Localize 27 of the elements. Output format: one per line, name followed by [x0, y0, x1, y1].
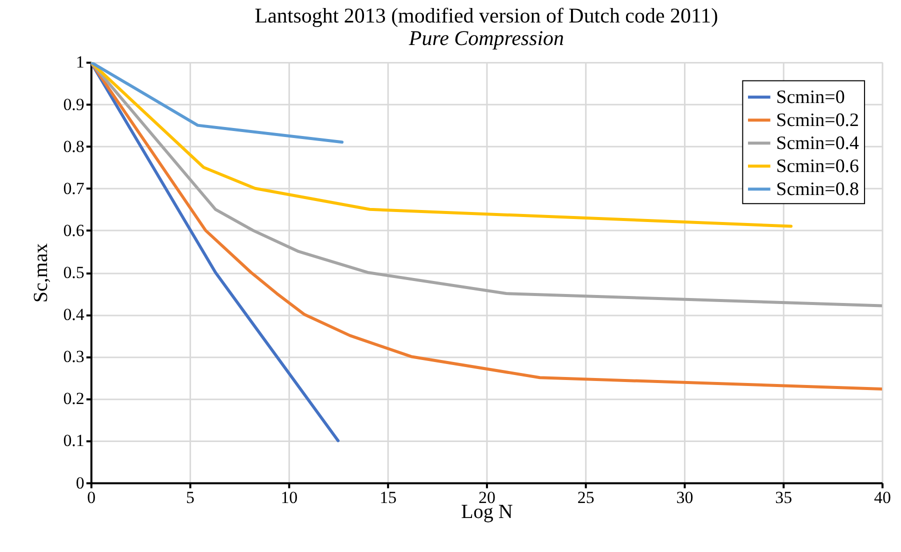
- x-tick-label: 5: [186, 488, 195, 508]
- legend-label: Scmin=0.2: [776, 110, 860, 132]
- x-tick-label: 35: [775, 488, 792, 508]
- x-tick-label: 10: [280, 488, 298, 508]
- legend-label: Scmin=0: [776, 87, 845, 108]
- x-tick-label: 25: [577, 488, 594, 508]
- y-tick-label: 0.5: [63, 262, 84, 282]
- y-tick-label: 0.7: [63, 178, 84, 198]
- y-tick-label: 0: [76, 473, 84, 492]
- y-tick-label: 0.2: [63, 389, 84, 408]
- chart-subtitle: Pure Compression: [408, 26, 564, 50]
- chart-title: Lantsoght 2013 (modified version of Dutch code 2011): [254, 3, 718, 28]
- y-tick-label: 1: [76, 52, 84, 72]
- y-axis-title: Sc,max: [30, 243, 52, 303]
- y-tick-label: 0.9: [63, 94, 84, 114]
- y-tick-label: 0.8: [63, 136, 84, 156]
- y-tick-label: 0.6: [63, 220, 84, 240]
- x-tick-label: 40: [874, 488, 892, 508]
- legend-label: Scmin=0.4: [776, 133, 860, 154]
- y-tick-label: 0.4: [63, 305, 85, 324]
- x-tick-label: 15: [380, 488, 397, 508]
- x-tick-label: 20: [478, 488, 496, 508]
- y-tick-label: 0.1: [63, 431, 84, 450]
- y-tick-label: 0.3: [63, 347, 84, 366]
- legend-label: Scmin=0.8: [776, 179, 860, 200]
- legend-label: Scmin=0.6: [776, 156, 860, 178]
- x-tick-label: 30: [676, 488, 694, 508]
